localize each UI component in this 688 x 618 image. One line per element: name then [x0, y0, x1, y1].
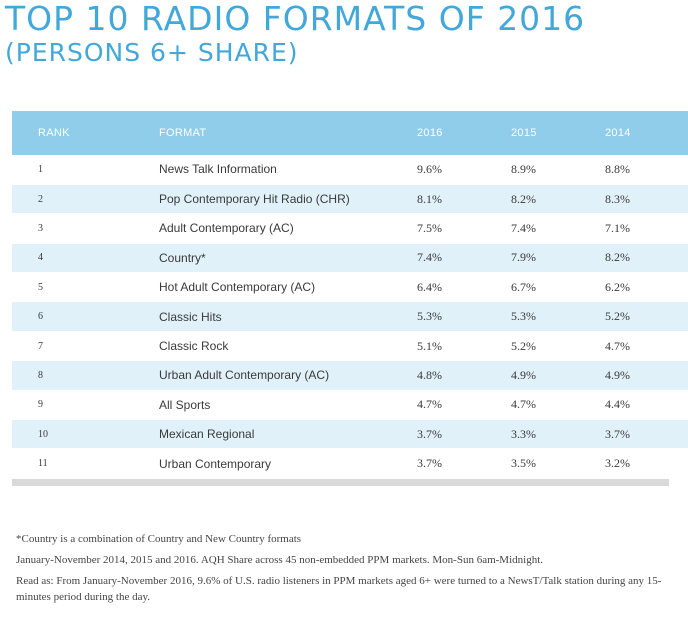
share-2016-cell: 7.5% [417, 220, 442, 235]
table-row: 4 Country* 7.4% 7.9% 8.2% [12, 243, 688, 273]
share-2016-cell: 4.7% [417, 397, 442, 412]
column-header-2015: 2015 [511, 127, 537, 139]
table-bottom-bar [12, 478, 669, 486]
table-row: 3 Adult Contemporary (AC) 7.5% 7.4% 7.1% [12, 213, 688, 244]
share-2014-cell: 3.2% [605, 456, 630, 471]
share-2014-cell: 8.2% [605, 250, 630, 265]
share-2015-cell: 7.9% [511, 250, 536, 265]
rank-cell: 4 [38, 252, 43, 264]
format-cell: Adult Contemporary (AC) [159, 221, 294, 236]
table-row: 2 Pop Contemporary Hit Radio (CHR) 8.1% 8.2… [12, 184, 688, 214]
share-2014-cell: 7.1% [605, 220, 630, 235]
rank-cell: 1 [38, 163, 43, 175]
column-header-2016: 2016 [417, 127, 443, 139]
format-cell: Hot Adult Contemporary (AC) [159, 280, 316, 295]
share-2016-cell: 7.4% [417, 250, 442, 265]
share-2016-cell: 4.8% [417, 367, 442, 382]
table-row: 10 Mexican Regional 3.7% 3.3% 3.7% [12, 419, 688, 449]
share-2014-cell: 8.8% [605, 161, 630, 176]
column-header-2014: 2014 [605, 127, 631, 139]
share-2015-cell: 7.4% [511, 220, 536, 235]
footnote-country: *Country is a combination of Country and… [16, 533, 302, 545]
column-header-rank: RANK [38, 127, 70, 139]
table-row: 7 Classic Rock 5.1% 5.2% 4.7% [12, 331, 688, 361]
share-2015-cell: 8.2% [511, 191, 536, 206]
rank-cell: 10 [38, 428, 48, 440]
table-row: 5 Hot Adult Contemporary (AC) 6.4% 6.7% 6.2% [12, 272, 688, 302]
rank-cell: 8 [38, 369, 43, 381]
read-as-note: Read as: From January-November 2016, 9.6… [16, 575, 662, 603]
format-cell: Urban Contemporary [159, 456, 272, 471]
format-cell: News Talk Information [159, 162, 277, 177]
share-2016-cell: 6.4% [417, 279, 442, 294]
format-cell: Mexican Regional [159, 427, 255, 442]
share-2014-cell: 8.3% [605, 191, 630, 206]
format-cell: Urban Adult Contemporary (AC) [159, 368, 330, 383]
share-2015-cell: 3.3% [511, 426, 536, 441]
share-2015-cell: 6.7% [511, 279, 536, 294]
formats-table-container: RANK FORMAT 2016 2015 2014 1 News Talk In… [12, 111, 688, 486]
share-2016-cell: 5.3% [417, 309, 442, 324]
rank-cell: 2 [38, 193, 43, 205]
rank-cell: 11 [38, 458, 48, 470]
share-2015-cell: 5.2% [511, 338, 536, 353]
table-row: 6 Classic Hits 5.3% 5.3% 5.2% [12, 301, 688, 332]
notes-section: *Country is a combination of Country and… [16, 531, 681, 610]
share-2014-cell: 4.7% [605, 338, 630, 353]
share-2016-cell: 8.1% [417, 191, 442, 206]
format-cell: Classic Rock [159, 339, 229, 354]
table-body: 1 News Talk Information 9.6% 8.9% 8.8% 2 Pop C… [12, 155, 688, 479]
page-title: TOP 10 RADIO FORMATS OF 2016 [5, 0, 586, 38]
share-2015-cell: 4.9% [511, 367, 536, 382]
share-2014-cell: 4.4% [605, 397, 630, 412]
source-note: January-November 2014, 2015 and 2016. AQ… [16, 554, 544, 566]
share-2015-cell: 8.9% [511, 161, 536, 176]
rank-cell: 3 [38, 222, 43, 234]
share-2014-cell: 6.2% [605, 279, 630, 294]
table-row: 9 All Sports 4.7% 4.7% 4.4% [12, 390, 688, 420]
share-2015-cell: 3.5% [511, 456, 536, 471]
table-header: RANK FORMAT 2016 2015 2014 [12, 111, 688, 155]
share-2016-cell: 3.7% [417, 426, 442, 441]
rank-cell: 9 [38, 399, 43, 411]
table-header-row: RANK FORMAT 2016 2015 2014 [12, 111, 688, 155]
rank-cell: 7 [38, 340, 43, 352]
format-cell: All Sports [159, 397, 211, 412]
share-2014-cell: 5.2% [605, 309, 630, 324]
table-row: 11 Urban Contemporary 3.7% 3.5% 3.2% [12, 448, 688, 479]
rank-cell: 5 [38, 281, 43, 293]
share-2016-cell: 9.6% [417, 161, 442, 176]
share-2015-cell: 4.7% [511, 397, 536, 412]
share-2015-cell: 5.3% [511, 309, 536, 324]
share-2016-cell: 3.7% [417, 456, 442, 471]
formats-table: RANK FORMAT 2016 2015 2014 1 News Talk In… [12, 111, 688, 479]
table-row: 1 News Talk Information 9.6% 8.9% 8.8% [12, 155, 688, 185]
format-cell: Classic Hits [159, 309, 222, 324]
format-cell: Pop Contemporary Hit Radio (CHR) [159, 192, 350, 207]
format-cell: Country* [159, 250, 206, 265]
share-2014-cell: 4.9% [605, 367, 630, 382]
table-row: 8 Urban Adult Contemporary (AC) 4.8% 4.9% 4.… [12, 360, 688, 391]
share-2016-cell: 5.1% [417, 338, 442, 353]
column-header-format: FORMAT [159, 127, 207, 139]
share-2014-cell: 3.7% [605, 426, 630, 441]
rank-cell: 6 [38, 311, 43, 323]
page-subtitle: (PERSONS 6+ SHARE) [5, 38, 299, 67]
